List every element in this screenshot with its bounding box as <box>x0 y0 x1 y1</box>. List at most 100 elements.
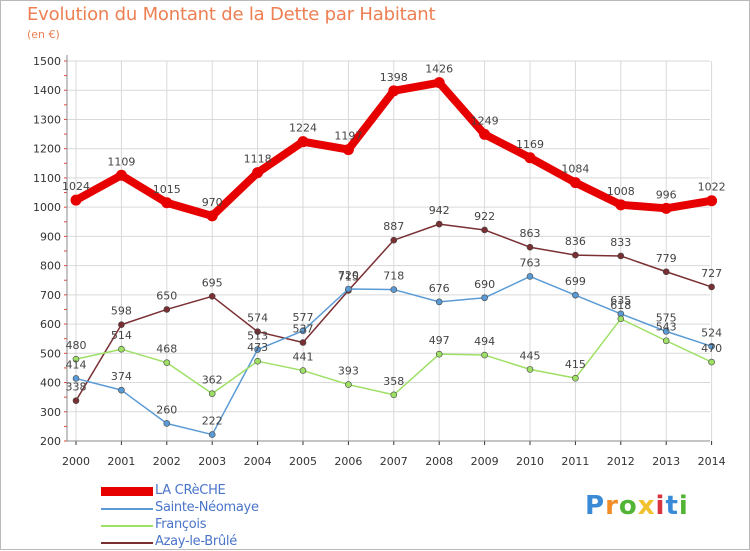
data-point-sainte-neomaye <box>345 285 352 293</box>
data-label-sainte-neomaye: 676 <box>429 282 450 295</box>
logo-letter: r <box>605 491 619 521</box>
data-point-azay-le-brule <box>208 293 216 300</box>
data-label-francois: 514 <box>111 329 132 342</box>
y-tick-label: 1000 <box>33 201 61 214</box>
x-tick-label: 2003 <box>198 455 226 468</box>
x-tick-label: 2004 <box>244 455 272 468</box>
data-label-francois: 618 <box>610 299 631 312</box>
legend-label: Sainte-Néomaye <box>155 500 259 515</box>
data-label-la-creche: 1109 <box>107 155 135 168</box>
data-point-sainte-neomaye <box>118 386 125 394</box>
data-point-francois <box>254 357 261 365</box>
data-point-la-creche <box>297 136 309 148</box>
logo-letter: P <box>585 491 606 521</box>
data-label-azay-le-brule: 650 <box>156 289 177 302</box>
data-point-sainte-neomaye <box>254 346 261 353</box>
data-point-la-creche <box>115 169 127 181</box>
data-point-la-creche <box>70 194 82 206</box>
data-label-azay-le-brule: 887 <box>383 220 404 233</box>
legend-item[interactable]: François <box>101 517 301 534</box>
data-label-sainte-neomaye: 524 <box>701 326 722 339</box>
data-label-sainte-neomaye: 699 <box>565 275 586 288</box>
data-point-la-creche <box>706 195 718 207</box>
data-point-francois <box>390 391 398 399</box>
data-point-francois <box>572 374 579 382</box>
data-point-la-creche <box>660 202 672 214</box>
legend-item[interactable]: Sainte-Néomaye <box>101 500 301 517</box>
x-tick-label: 2005 <box>289 455 317 468</box>
data-label-la-creche: 1398 <box>380 71 408 84</box>
data-point-azay-le-brule <box>617 252 625 260</box>
proxiti-logo: Proxiti <box>585 491 689 521</box>
data-label-francois: 358 <box>383 375 404 388</box>
data-label-francois: 473 <box>247 341 268 354</box>
data-point-francois <box>526 366 534 373</box>
y-tick-label: 1500 <box>33 55 61 68</box>
data-label-sainte-neomaye: 690 <box>474 278 495 291</box>
logo-letter: t <box>665 491 679 521</box>
logo-letter: i <box>678 491 689 521</box>
legend-item[interactable]: LA CRèCHE <box>101 483 301 500</box>
data-label-la-creche: 1426 <box>425 63 453 76</box>
data-label-francois: 468 <box>156 343 177 356</box>
data-point-francois <box>118 345 125 353</box>
data-point-la-creche <box>524 152 536 164</box>
legend-item[interactable]: Azay-le-Brûlé <box>101 534 301 551</box>
data-point-sainte-neomaye <box>526 273 534 280</box>
legend-label: Azay-le-Brûlé <box>155 534 237 549</box>
y-tick-label: 1300 <box>33 113 61 126</box>
y-tick-label: 600 <box>40 318 61 331</box>
x-tick-label: 2014 <box>698 455 726 468</box>
chart-subtitle: (en €) <box>27 28 60 41</box>
data-label-azay-le-brule: 727 <box>701 267 722 280</box>
data-point-francois <box>72 355 80 363</box>
data-point-sainte-neomaye <box>435 298 443 306</box>
data-label-francois: 470 <box>701 342 722 355</box>
data-label-sainte-neomaye: 260 <box>156 403 177 416</box>
data-label-azay-le-brule: 537 <box>293 322 314 335</box>
data-point-sainte-neomaye <box>208 431 216 438</box>
y-tick-label: 400 <box>40 377 61 390</box>
data-label-sainte-neomaye: 577 <box>293 311 314 324</box>
data-label-francois: 543 <box>656 321 677 334</box>
data-label-azay-le-brule: 942 <box>429 204 450 217</box>
data-label-sainte-neomaye: 513 <box>247 330 268 343</box>
x-tick-label: 2002 <box>153 455 181 468</box>
data-label-francois: 393 <box>338 365 359 378</box>
x-tick-label: 2007 <box>380 455 408 468</box>
legend-swatch-la-creche <box>101 487 153 496</box>
data-label-sainte-neomaye: 414 <box>66 358 87 371</box>
x-tick-label: 2011 <box>561 455 589 468</box>
data-point-la-creche <box>388 85 400 97</box>
legend: LA CRèCHE Sainte-Néomaye François Azay-l… <box>101 483 301 551</box>
legend-label: François <box>155 517 207 532</box>
x-tick-label: 2001 <box>107 455 135 468</box>
data-point-azay-le-brule <box>390 236 398 244</box>
data-label-azay-le-brule: 715 <box>338 270 359 283</box>
data-point-azay-le-brule <box>118 321 125 328</box>
data-label-sainte-neomaye: 374 <box>111 370 132 383</box>
data-label-la-creche: 996 <box>656 188 677 201</box>
data-label-francois: 480 <box>66 339 87 352</box>
data-point-francois <box>662 337 670 345</box>
data-label-sainte-neomaye: 575 <box>656 311 677 324</box>
x-tick-label: 2008 <box>425 455 453 468</box>
x-tick-label: 2012 <box>607 455 635 468</box>
chart-title: Evolution du Montant de la Dette par Hab… <box>27 4 436 25</box>
data-label-francois: 497 <box>429 334 450 347</box>
data-point-francois <box>435 350 443 358</box>
data-label-azay-le-brule: 574 <box>247 312 268 325</box>
data-label-la-creche: 970 <box>202 196 223 209</box>
data-label-la-creche: 1024 <box>62 180 90 193</box>
data-label-la-creche: 1022 <box>698 181 726 194</box>
logo-letter: x <box>637 491 656 521</box>
data-label-azay-le-brule: 863 <box>520 227 541 240</box>
data-label-sainte-neomaye: 222 <box>202 415 223 428</box>
data-point-sainte-neomaye <box>572 291 579 299</box>
data-label-la-creche: 1008 <box>607 185 635 198</box>
data-label-la-creche: 1224 <box>289 122 317 135</box>
data-label-francois: 362 <box>202 374 223 387</box>
data-label-sainte-neomaye: 720 <box>338 269 359 282</box>
y-tick-label: 300 <box>40 406 61 419</box>
